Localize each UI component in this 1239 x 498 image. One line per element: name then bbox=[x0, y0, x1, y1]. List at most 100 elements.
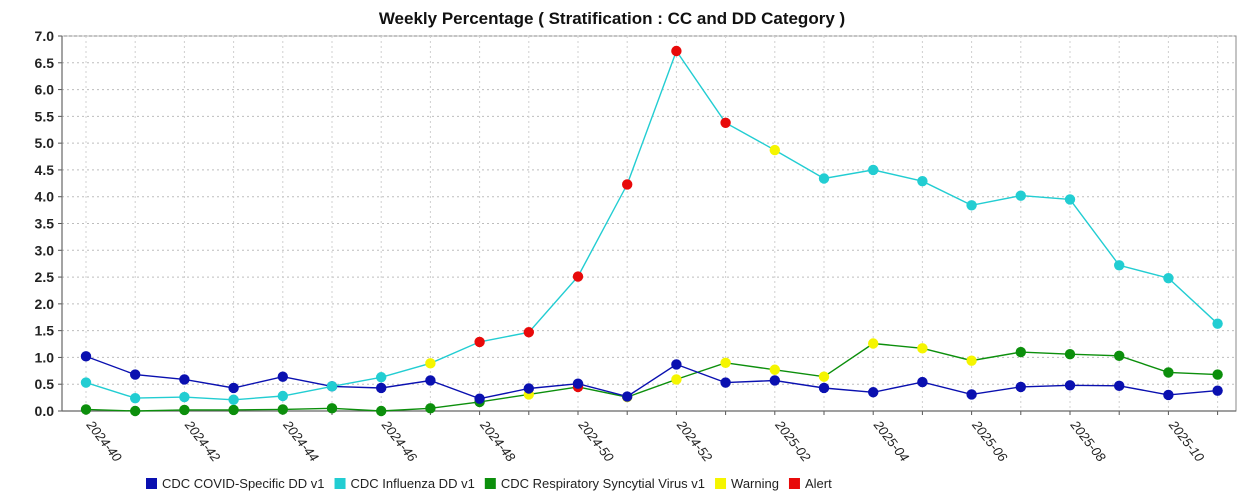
data-point-series1 bbox=[277, 371, 288, 382]
data-point-series1 bbox=[818, 382, 830, 394]
x-tick-label: 2025-06 bbox=[969, 417, 1011, 465]
data-point-series3 bbox=[228, 404, 239, 416]
legend-swatch bbox=[788, 478, 800, 489]
data-point-series3 bbox=[868, 338, 879, 349]
data-point-series2 bbox=[130, 392, 141, 404]
data-point-series3 bbox=[1015, 346, 1026, 358]
x-tick-label: 2025-10 bbox=[1165, 417, 1207, 465]
data-point-series2 bbox=[1114, 260, 1125, 271]
x-tick-label: 2024-48 bbox=[477, 417, 519, 465]
data-point-series1 bbox=[671, 359, 682, 370]
data-point-series2 bbox=[1212, 318, 1223, 329]
data-point-series1 bbox=[1015, 381, 1026, 393]
series-line-3 bbox=[85, 342, 1218, 412]
data-point-series3 bbox=[1163, 367, 1174, 378]
series-line-1 bbox=[85, 355, 1218, 400]
x-tick-label: 2024-46 bbox=[378, 417, 420, 465]
x-tick-label: 2024-44 bbox=[280, 417, 322, 465]
data-point-series1 bbox=[425, 375, 436, 386]
data-point-series1 bbox=[1212, 385, 1223, 396]
data-point-series3 bbox=[425, 403, 436, 414]
y-tick-label: 5.0 bbox=[35, 135, 55, 151]
data-point-series1 bbox=[622, 391, 633, 402]
data-point-series1 bbox=[80, 351, 92, 362]
data-point-series3 bbox=[80, 404, 92, 415]
data-point-series1 bbox=[769, 375, 780, 386]
data-point-series3 bbox=[917, 343, 928, 354]
legend-label: CDC COVID-Specific DD v1 bbox=[162, 476, 325, 491]
data-point-series1 bbox=[1114, 380, 1125, 392]
x-tick-label: 2024-42 bbox=[181, 417, 223, 465]
data-point-series1 bbox=[966, 389, 977, 400]
data-point-series2 bbox=[868, 164, 879, 176]
x-tick-label: 2025-08 bbox=[1067, 417, 1109, 465]
y-tick-label: 3.5 bbox=[35, 216, 55, 232]
data-point-series2 bbox=[277, 390, 288, 402]
data-point-series1 bbox=[376, 382, 387, 394]
y-tick-label: 6.5 bbox=[35, 55, 55, 71]
legend-label: Warning bbox=[731, 476, 779, 491]
data-point-series1 bbox=[228, 382, 239, 394]
data-point-series3 bbox=[277, 404, 288, 415]
y-tick-label: 1.0 bbox=[35, 349, 55, 365]
legend-label: CDC Influenza DD v1 bbox=[351, 476, 475, 491]
data-point-series2 bbox=[622, 179, 633, 190]
data-point-series2 bbox=[376, 372, 387, 383]
series-line-2 bbox=[85, 49, 1219, 401]
y-tick-label: 1.5 bbox=[35, 323, 55, 339]
legend-label: Alert bbox=[805, 476, 832, 491]
data-point-series2 bbox=[1163, 272, 1174, 284]
data-point-series1 bbox=[1064, 380, 1076, 391]
data-point-series2 bbox=[1015, 190, 1026, 201]
data-point-series2 bbox=[326, 381, 338, 392]
data-point-series3 bbox=[1114, 350, 1125, 362]
y-tick-label: 6.0 bbox=[35, 82, 55, 98]
data-point-series1 bbox=[474, 393, 485, 404]
legend: CDC COVID-Specific DD v1 CDC Influenza DD… bbox=[146, 476, 832, 491]
legend-swatch bbox=[334, 478, 346, 489]
y-tick-label: 5.5 bbox=[35, 108, 55, 124]
data-point-series2 bbox=[425, 358, 436, 369]
y-tick-label: 4.5 bbox=[35, 162, 55, 178]
data-point-series2 bbox=[1064, 194, 1076, 205]
data-point-series3 bbox=[818, 371, 830, 382]
data-point-series1 bbox=[868, 387, 879, 398]
data-point-series2 bbox=[523, 327, 534, 338]
legend-swatch bbox=[146, 478, 157, 489]
data-point-series3 bbox=[130, 405, 141, 417]
data-point-series3 bbox=[179, 404, 190, 416]
data-point-series1 bbox=[130, 369, 141, 380]
y-tick-label: 4.0 bbox=[35, 189, 55, 205]
data-point-series2 bbox=[671, 45, 682, 57]
y-tick-label: 2.5 bbox=[35, 269, 55, 285]
x-tick-label: 2025-02 bbox=[772, 417, 814, 465]
data-point-series3 bbox=[1064, 349, 1076, 360]
data-point-series2 bbox=[720, 117, 731, 128]
data-point-series3 bbox=[671, 374, 682, 385]
data-point-series2 bbox=[572, 271, 584, 282]
data-point-series1 bbox=[572, 378, 584, 389]
data-point-series2 bbox=[80, 377, 92, 388]
y-tick-label: 0.0 bbox=[35, 403, 55, 419]
chart-title: Weekly Percentage ( Stratification : CC … bbox=[379, 9, 845, 28]
plot-area: 0.0 0.5 1.0 1.5 2.0 2.5 3.0 3.5 4.0 4.5 5.0 5.5 6.0 6… bbox=[35, 28, 1237, 465]
data-point-series1 bbox=[1163, 389, 1174, 401]
legend-label: CDC Respiratory Syncytial Virus v1 bbox=[501, 476, 705, 491]
y-tick-label: 2.0 bbox=[35, 296, 55, 312]
data-point-series2 bbox=[228, 394, 239, 405]
data-point-series1 bbox=[523, 383, 534, 394]
data-point-series3 bbox=[720, 357, 731, 368]
data-point-series3 bbox=[769, 364, 780, 375]
data-point-series2 bbox=[917, 175, 928, 187]
data-point-series2 bbox=[769, 144, 780, 156]
data-point-series3 bbox=[1212, 369, 1223, 380]
data-point-series2 bbox=[474, 336, 485, 348]
data-point-series3 bbox=[376, 405, 387, 417]
x-tick-label: 2025-04 bbox=[870, 417, 912, 465]
data-point-series1 bbox=[179, 374, 190, 385]
data-point-series1 bbox=[917, 376, 928, 388]
data-point-series3 bbox=[326, 403, 338, 414]
data-point-series3 bbox=[966, 355, 977, 366]
y-tick-label: 0.5 bbox=[35, 376, 55, 392]
